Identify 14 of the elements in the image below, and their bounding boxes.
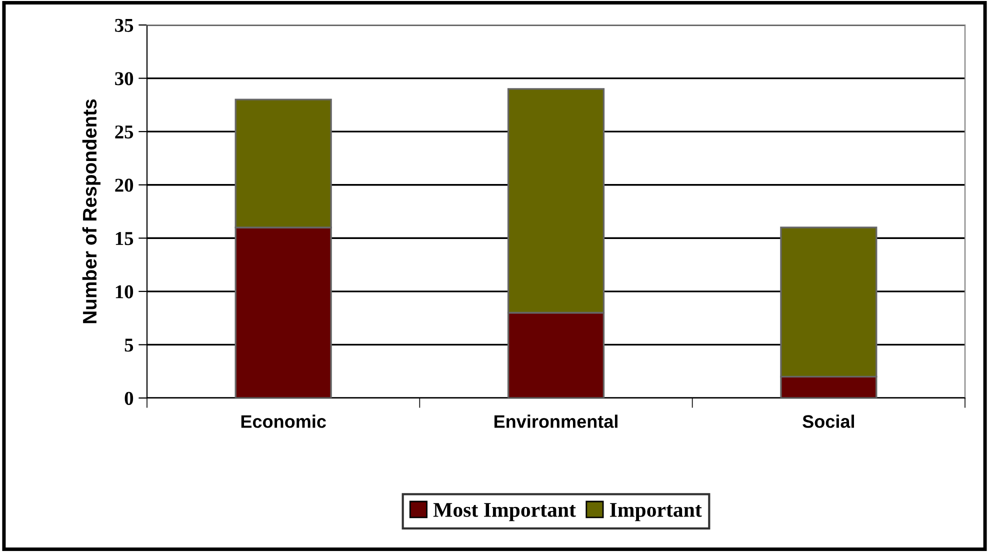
y-tick-label: 10 xyxy=(116,285,134,298)
legend-label: Most Important xyxy=(433,503,576,522)
y-axis-title: Number of Respondents xyxy=(82,99,100,324)
x-tick-label: Economic xyxy=(241,414,326,428)
y-tick-label: 30 xyxy=(115,72,134,86)
legend-label: Important xyxy=(610,503,702,522)
y-tick-label: 20 xyxy=(115,178,134,192)
y-tick-label: 35 xyxy=(115,18,134,32)
y-tick-label: 15 xyxy=(116,232,134,246)
y-tick-label: 5 xyxy=(124,338,134,352)
x-tick-label: Social xyxy=(802,414,854,428)
x-tick-label: Environmental xyxy=(494,414,618,428)
y-tick-label: 0 xyxy=(124,392,134,405)
y-tick-label: 25 xyxy=(115,125,134,139)
